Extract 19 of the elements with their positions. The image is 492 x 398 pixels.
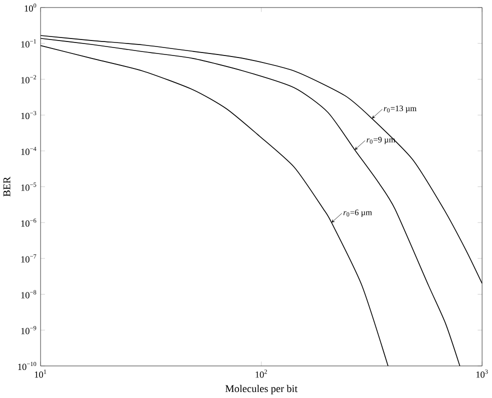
y-tick-label: 10$^{−8}$	[21, 290, 36, 299]
x-tick-label: 10$^{1}$	[34, 370, 46, 378]
annotation: r$_{0}$=6 µm	[343, 210, 372, 218]
y-tick-label: 10$^{−10}$	[18, 362, 36, 370]
y-tick-label: 10$^{−7}$	[21, 254, 36, 263]
y-tick-label: 10$^{−4}$	[21, 146, 36, 156]
y-tick-label: 10$^{−2}$	[21, 75, 36, 84]
x-tick-label: 10$^{2}$	[256, 370, 267, 378]
annotation: r$_{0}$=9 µm	[366, 137, 396, 144]
annotation: r$_{0}$=13 µm	[384, 106, 416, 113]
x-tick-label: 10$^{3}$	[476, 370, 488, 378]
x-axis-title: Molecules per bit	[225, 385, 298, 394]
y-axis-title: BER	[3, 176, 10, 197]
y-tick-label: 10$^{−3}$	[21, 111, 36, 120]
y-tick-label: 10$^{−1}$	[21, 39, 36, 48]
y-tick-label: 10$^{0}$	[24, 4, 36, 12]
y-tick-label: 10$^{−9}$	[21, 326, 36, 334]
y-tick-label: 10$^{−6}$	[21, 218, 36, 227]
y-tick-label: 10$^{−5}$	[21, 182, 36, 191]
